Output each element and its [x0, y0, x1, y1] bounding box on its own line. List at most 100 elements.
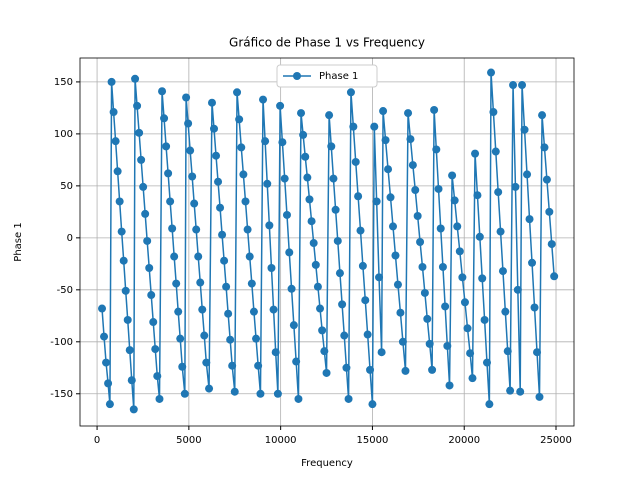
- data-point: [299, 130, 308, 139]
- data-point: [228, 361, 237, 370]
- data-point: [322, 368, 331, 377]
- y-tick-label: 150: [54, 77, 73, 88]
- data-point: [408, 161, 417, 170]
- data-point: [416, 238, 425, 246]
- data-point: [523, 170, 532, 179]
- data-point: [379, 107, 388, 116]
- data-point: [480, 315, 489, 324]
- plot-frame: [79, 57, 575, 427]
- data-point: [271, 348, 280, 357]
- data-point: [143, 236, 152, 245]
- data-point: [245, 252, 254, 261]
- data-point: [418, 262, 427, 271]
- data-point: [172, 279, 181, 288]
- data-point: [239, 170, 248, 179]
- data-point: [494, 188, 503, 197]
- data-point: [256, 389, 265, 398]
- data-point: [391, 251, 400, 260]
- data-point: [448, 171, 457, 180]
- data-point: [205, 384, 214, 393]
- data-point: [460, 298, 469, 307]
- x-tick-label: 20000: [448, 435, 480, 446]
- data-point: [301, 152, 310, 161]
- data-point: [309, 239, 318, 248]
- data-point: [525, 215, 534, 224]
- data-point: [358, 261, 367, 270]
- data-point: [342, 363, 351, 372]
- data-point: [294, 394, 303, 403]
- data-point: [289, 321, 298, 330]
- data-point: [233, 88, 242, 97]
- data-point: [329, 174, 338, 183]
- data-point: [434, 184, 443, 193]
- data-point: [327, 142, 336, 151]
- data-point: [237, 143, 246, 152]
- data-point: [273, 389, 282, 398]
- data-point: [316, 304, 325, 313]
- data-point: [194, 252, 203, 261]
- data-point: [498, 267, 507, 276]
- data-point: [218, 230, 227, 239]
- data-point: [269, 305, 278, 314]
- data-point: [155, 394, 164, 403]
- y-tick-label: 0: [67, 233, 73, 244]
- data-point: [147, 291, 156, 300]
- data-point: [344, 394, 353, 403]
- data-point: [214, 177, 223, 186]
- data-point: [263, 179, 272, 188]
- data-point: [356, 226, 365, 235]
- data-point: [198, 305, 207, 314]
- data-point: [547, 240, 556, 249]
- data-point: [351, 157, 360, 166]
- data-point: [153, 372, 162, 381]
- data-point: [338, 300, 347, 309]
- data-point: [478, 274, 487, 283]
- data-point: [285, 248, 294, 257]
- data-point: [455, 247, 464, 256]
- data-point: [292, 357, 301, 366]
- data-point: [267, 263, 276, 272]
- data-point: [151, 345, 160, 354]
- data-point: [220, 256, 229, 265]
- data-point: [104, 379, 113, 388]
- legend-label: Phase 1: [319, 71, 358, 82]
- data-point: [127, 376, 136, 385]
- data-point: [518, 81, 527, 90]
- data-point: [398, 337, 407, 346]
- data-point: [121, 286, 130, 295]
- data-point: [297, 109, 306, 118]
- data-point: [311, 260, 320, 269]
- data-point: [550, 272, 559, 281]
- data-point: [196, 278, 205, 287]
- data-point: [174, 307, 183, 316]
- data-point: [247, 279, 256, 288]
- data-point: [170, 252, 179, 261]
- data-point: [501, 307, 510, 316]
- data-point: [436, 224, 445, 233]
- y-tick-label: -150: [50, 389, 73, 400]
- data-point: [349, 122, 358, 131]
- data-point: [117, 227, 126, 236]
- data-point: [393, 280, 402, 289]
- data-point: [212, 151, 221, 160]
- data-point: [280, 174, 289, 183]
- y-tick-label: -100: [50, 337, 73, 348]
- data-point: [475, 232, 484, 241]
- data-point: [406, 135, 415, 144]
- data-point: [535, 392, 544, 401]
- data-point: [100, 332, 109, 341]
- data-point: [131, 74, 140, 83]
- data-point: [202, 358, 211, 367]
- x-tick-label: 15000: [357, 435, 389, 446]
- data-point: [303, 173, 312, 182]
- data-point: [533, 348, 542, 357]
- data-point: [401, 366, 410, 375]
- data-point: [235, 115, 244, 124]
- data-point: [377, 348, 386, 357]
- data-point: [489, 108, 498, 117]
- data-point: [487, 68, 496, 77]
- data-point: [466, 349, 475, 358]
- data-point: [463, 324, 472, 333]
- data-point: [105, 400, 114, 409]
- y-tick-label: 100: [54, 129, 73, 140]
